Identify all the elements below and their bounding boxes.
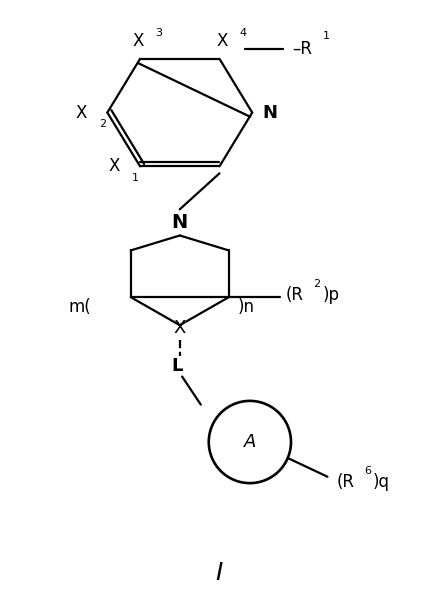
Text: )q: )q [372,473,389,491]
Text: 1: 1 [322,31,329,42]
Text: 2: 2 [312,279,319,289]
Text: 6: 6 [363,466,370,476]
Text: (R: (R [336,473,354,491]
Text: X: X [215,32,227,50]
Text: X: X [173,319,186,337]
Text: L: L [171,357,183,375]
Text: 2: 2 [99,120,106,129]
Text: X: X [76,104,87,121]
Text: m(: m( [68,297,91,316]
Text: I: I [215,561,223,585]
Text: N: N [171,213,187,232]
Text: –R: –R [291,40,311,58]
Text: A: A [243,433,255,451]
Text: X: X [132,32,143,50]
Text: 4: 4 [239,28,246,38]
Text: X: X [109,158,120,175]
Text: 3: 3 [155,28,162,38]
Text: )p: )p [321,286,339,304]
Text: )n: )n [237,297,254,316]
Text: 1: 1 [131,173,138,183]
Text: (R: (R [285,286,303,304]
Text: N: N [262,104,277,121]
